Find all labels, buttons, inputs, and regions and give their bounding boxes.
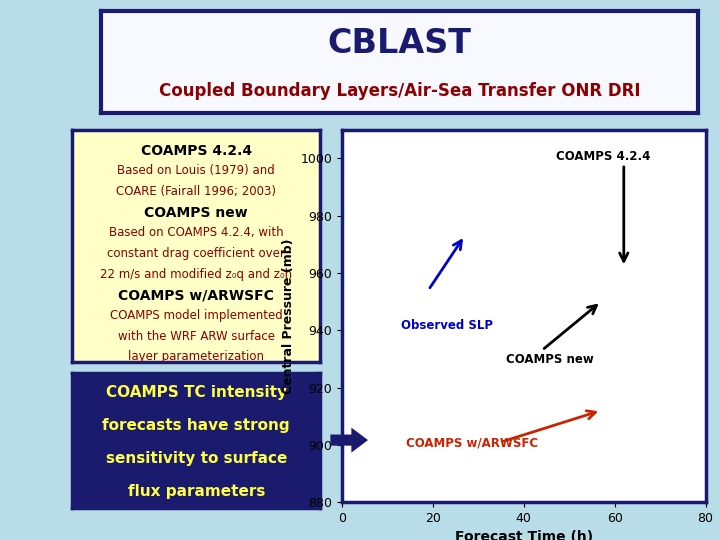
- Text: COARE (Fairall 1996; 2003): COARE (Fairall 1996; 2003): [116, 185, 276, 198]
- Text: COAMPS 4.2.4: COAMPS 4.2.4: [140, 144, 252, 158]
- Text: Observed SLP: Observed SLP: [401, 319, 493, 332]
- Text: Based on COAMPS 4.2.4, with: Based on COAMPS 4.2.4, with: [109, 226, 284, 239]
- Text: COAMPS w/ARWSFC: COAMPS w/ARWSFC: [118, 288, 274, 302]
- Text: COAMPS new: COAMPS new: [145, 206, 248, 220]
- Text: COAMPS TC intensity: COAMPS TC intensity: [106, 386, 287, 400]
- Text: sensitivity to surface: sensitivity to surface: [106, 451, 287, 466]
- Text: COAMPS 4.2.4: COAMPS 4.2.4: [556, 150, 650, 163]
- Text: with the WRF ARW surface: with the WRF ARW surface: [117, 329, 275, 342]
- X-axis label: Forecast Time (h): Forecast Time (h): [455, 530, 593, 540]
- Text: layer parameterization: layer parameterization: [128, 350, 264, 363]
- Text: COAMPS new: COAMPS new: [505, 353, 593, 366]
- Text: forecasts have strong: forecasts have strong: [102, 418, 290, 433]
- Text: CBLAST: CBLAST: [328, 27, 472, 60]
- Text: Coupled Boundary Layers/Air-Sea Transfer ONR DRI: Coupled Boundary Layers/Air-Sea Transfer…: [159, 82, 640, 100]
- Text: Based on Louis (1979) and: Based on Louis (1979) and: [117, 164, 275, 177]
- Text: COAMPS w/ARWSFC: COAMPS w/ARWSFC: [405, 436, 538, 449]
- Text: COAMPS model implemented: COAMPS model implemented: [110, 309, 282, 322]
- Text: flux parameters: flux parameters: [127, 484, 265, 499]
- Text: 22 m/s and modified z₀q and z₀h: 22 m/s and modified z₀q and z₀h: [100, 267, 292, 280]
- Text: constant drag coefficient over: constant drag coefficient over: [107, 247, 285, 260]
- Y-axis label: Central Pressure (mb): Central Pressure (mb): [282, 238, 295, 394]
